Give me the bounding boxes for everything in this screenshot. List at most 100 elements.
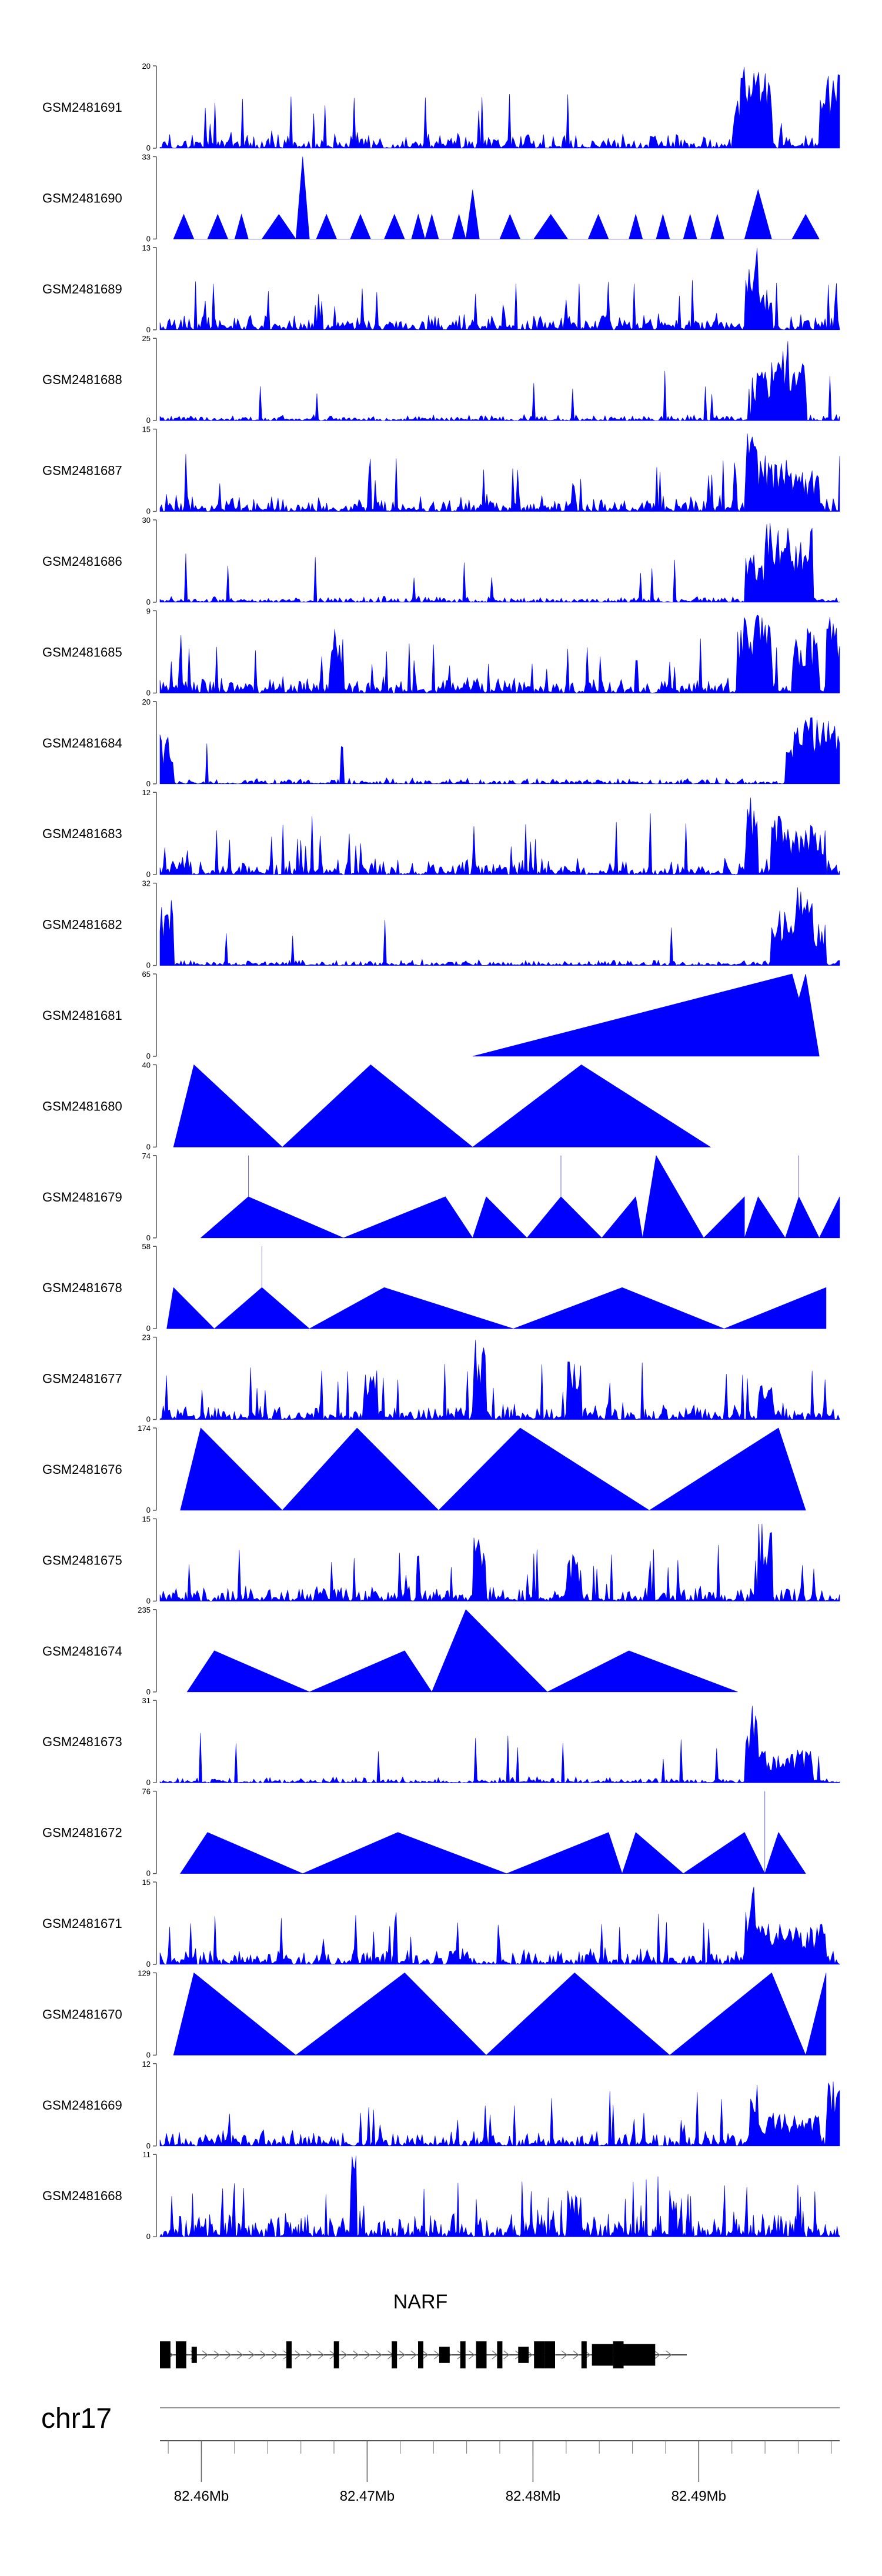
y-axis-zero-label: 0	[146, 1960, 151, 1968]
y-axis-max-label: 25	[142, 334, 151, 343]
genome-axis: 82.46Mb 82.47Mb 82.48Mb 82.49Mb	[160, 2407, 840, 2504]
coverage-area	[173, 1064, 711, 1147]
y-axis-max-label: 76	[142, 1787, 151, 1796]
gene-exon	[175, 2341, 186, 2368]
y-axis-zero-label: 0	[146, 2050, 151, 2059]
coverage-area	[159, 433, 840, 512]
y-axis-max-label: 15	[142, 425, 151, 434]
y-axis-zero-label: 0	[146, 688, 151, 697]
strand-arrow	[422, 2350, 429, 2360]
gene-name: NARF	[393, 2291, 448, 2313]
coverage-area	[159, 341, 840, 422]
y-axis-max-label: 20	[142, 698, 151, 706]
coverage-area	[180, 1427, 806, 1511]
y-axis-max-label: 65	[142, 970, 151, 979]
x-axis-tick-label: 82.48Mb	[506, 2488, 560, 2504]
gene-exon	[439, 2347, 450, 2363]
track-GSM2481687: GSM2481687 15 0	[42, 425, 840, 516]
y-axis-max-label: 40	[142, 1060, 151, 1069]
y-axis-max-label: 13	[142, 243, 151, 252]
coverage-area	[159, 717, 840, 785]
track-GSM2481680: GSM2481680 40 0	[42, 1060, 711, 1151]
y-axis-max-label: 12	[142, 2060, 151, 2068]
y-axis-zero-label: 0	[146, 870, 151, 879]
track-label: GSM2481673	[42, 1734, 122, 1749]
strand-arrow	[469, 2350, 475, 2360]
coverage-area	[159, 1886, 840, 1965]
track-label: GSM2481669	[42, 2098, 122, 2113]
y-axis-zero-label: 0	[146, 1233, 151, 1242]
y-axis-max-label: 12	[142, 788, 151, 797]
gene-exon	[286, 2341, 292, 2368]
coverage-area	[159, 615, 840, 694]
strand-arrow	[352, 2350, 359, 2360]
track-label: GSM2481689	[42, 282, 122, 296]
y-axis-max-label: 20	[142, 62, 151, 71]
gene-exon	[392, 2341, 397, 2368]
y-axis-zero-label: 0	[146, 325, 151, 334]
y-axis-zero-label: 0	[146, 416, 151, 425]
track-GSM2481677: GSM2481677 23 0	[42, 1333, 840, 1424]
coverage-area	[159, 1706, 840, 1784]
y-axis-max-label: 235	[138, 1606, 151, 1614]
track-GSM2481685: GSM2481685 9 0	[42, 606, 840, 697]
track-GSM2481684: GSM2481684 20 0	[42, 698, 840, 788]
coverage-area	[200, 1154, 840, 1239]
gene-exon	[581, 2341, 587, 2368]
coverage-area	[159, 2155, 840, 2238]
strand-arrow	[666, 2350, 672, 2360]
strand-arrow	[295, 2350, 301, 2360]
track-label: GSM2481675	[42, 1553, 122, 1567]
coverage-area	[472, 973, 820, 1057]
track-GSM2481672: GSM2481672 76 0	[42, 1787, 806, 1878]
y-axis-max-label: 74	[142, 1152, 151, 1160]
y-axis-max-label: 33	[142, 152, 151, 161]
strand-arrow	[213, 2350, 220, 2360]
strand-arrow	[341, 2350, 348, 2360]
gene-exon	[497, 2341, 503, 2368]
coverage-area	[159, 523, 840, 603]
track-label: GSM2481688	[42, 372, 122, 387]
coverage-area	[159, 67, 840, 149]
gene-exon	[476, 2341, 487, 2368]
x-axis-tick-label: 82.49Mb	[671, 2488, 726, 2504]
track-label: GSM2481674	[42, 1644, 122, 1659]
y-axis-max-label: 32	[142, 879, 151, 888]
y-axis-zero-label: 0	[146, 1142, 151, 1151]
y-axis-max-label: 31	[142, 1696, 151, 1705]
strand-arrow	[503, 2350, 510, 2360]
track-GSM2481681: GSM2481681 65 0	[42, 970, 820, 1060]
track-label: GSM2481672	[42, 1826, 122, 1840]
track-GSM2481671: GSM2481671 15 0	[42, 1878, 840, 1968]
track-label: GSM2481677	[42, 1372, 122, 1386]
strand-arrow	[225, 2350, 232, 2360]
gene-exon	[333, 2341, 339, 2368]
coverage-area	[173, 156, 820, 240]
y-axis-max-label: 23	[142, 1333, 151, 1342]
track-GSM2481670: GSM2481670 129 0	[42, 1968, 827, 2059]
track-GSM2481686: GSM2481686 30 0	[42, 516, 840, 606]
track-GSM2481678: GSM2481678 58 0	[42, 1242, 827, 1333]
y-axis-zero-label: 0	[146, 779, 151, 788]
coverage-area	[166, 1246, 827, 1329]
coverage-area	[159, 887, 840, 966]
track-GSM2481679: GSM2481679 74 0	[42, 1152, 840, 1242]
track-GSM2481676: GSM2481676 174 0	[42, 1424, 806, 1514]
track-label: GSM2481691	[42, 100, 122, 115]
gene-exon	[191, 2347, 197, 2363]
track-label: GSM2481685	[42, 645, 122, 659]
coverage-area	[173, 1972, 827, 2056]
y-axis-zero-label: 0	[146, 2232, 151, 2241]
track-label: GSM2481686	[42, 554, 122, 569]
coverage-area	[159, 1523, 840, 1602]
coverage-area	[159, 798, 840, 876]
strand-arrow	[202, 2350, 209, 2360]
track-label: GSM2481682	[42, 917, 122, 932]
y-axis-zero-label: 0	[146, 507, 151, 516]
y-axis-max-label: 15	[142, 1878, 151, 1887]
track-GSM2481682: GSM2481682 32 0	[42, 879, 840, 970]
y-axis-zero-label: 0	[146, 1052, 151, 1060]
track-GSM2481674: GSM2481674 235 0	[42, 1606, 738, 1696]
gene-exon	[518, 2347, 529, 2363]
y-axis-zero-label: 0	[146, 1778, 151, 1787]
